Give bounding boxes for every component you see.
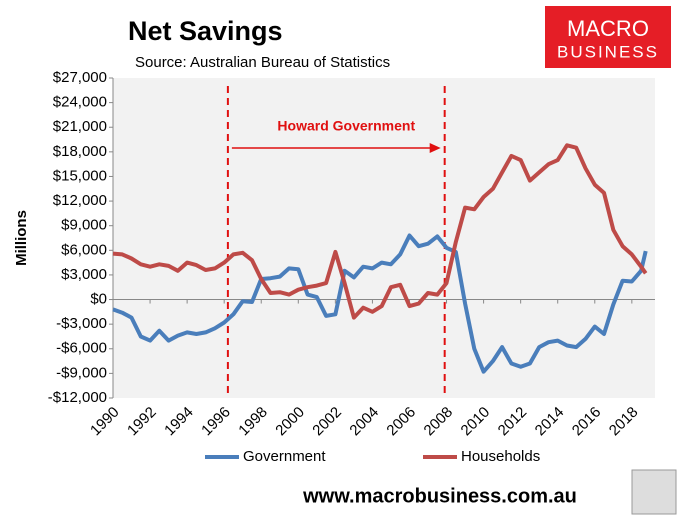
x-tick-label: 1990 — [87, 404, 123, 440]
y-tick-label: -$6,000 — [56, 340, 107, 357]
annotation-arrowhead — [429, 143, 441, 153]
y-tick-label: -$3,000 — [56, 315, 107, 332]
logo-box — [545, 6, 671, 68]
y-tick-label: -$12,000 — [48, 389, 107, 406]
x-tick-label: 1994 — [161, 404, 197, 440]
x-tick-label: 2012 — [495, 404, 531, 440]
x-tick-label: 1992 — [124, 404, 160, 440]
y-tick-label: $3,000 — [61, 266, 107, 283]
y-tick-label: $15,000 — [53, 167, 107, 184]
y-tick-label: $12,000 — [53, 192, 107, 209]
series-line — [112, 143, 648, 320]
y-tick-label: $0 — [90, 291, 107, 308]
logo-icon — [631, 469, 677, 515]
x-tick-label: 2010 — [458, 404, 494, 440]
x-tick-label: 2000 — [272, 404, 308, 440]
x-tick-label: 2014 — [532, 404, 568, 440]
y-tick-label: $27,000 — [53, 69, 107, 86]
x-tick-label: 2002 — [309, 404, 345, 440]
annotation-text: Howard Government — [277, 118, 415, 134]
x-tick-label: 2008 — [421, 404, 457, 440]
legend-label: Households — [461, 448, 540, 465]
legend-label: Government — [243, 448, 326, 465]
chart-title: Net Savings — [128, 16, 283, 46]
y-tick-label: $18,000 — [53, 143, 107, 160]
logo-text: BUSINESS — [557, 42, 659, 61]
y-axis-label: Millions — [13, 210, 30, 266]
y-tick-label: $21,000 — [53, 118, 107, 135]
series-line — [112, 233, 648, 374]
y-tick-label: -$9,000 — [56, 364, 107, 381]
x-tick-label: 2016 — [569, 404, 605, 440]
logo-text: MACRO — [567, 16, 649, 41]
x-tick-label: 2018 — [606, 404, 642, 440]
x-tick-label: 1998 — [235, 404, 271, 440]
y-tick-label: $6,000 — [61, 241, 107, 258]
y-tick-label: $9,000 — [61, 217, 107, 234]
footer-url: www.macrobusiness.com.au — [302, 485, 577, 507]
chart-subtitle: Source: Australian Bureau of Statistics — [135, 54, 390, 71]
x-tick-label: 2004 — [346, 404, 382, 440]
y-tick-label: $24,000 — [53, 94, 107, 111]
x-tick-label: 2006 — [383, 404, 419, 440]
x-tick-label: 1996 — [198, 404, 234, 440]
